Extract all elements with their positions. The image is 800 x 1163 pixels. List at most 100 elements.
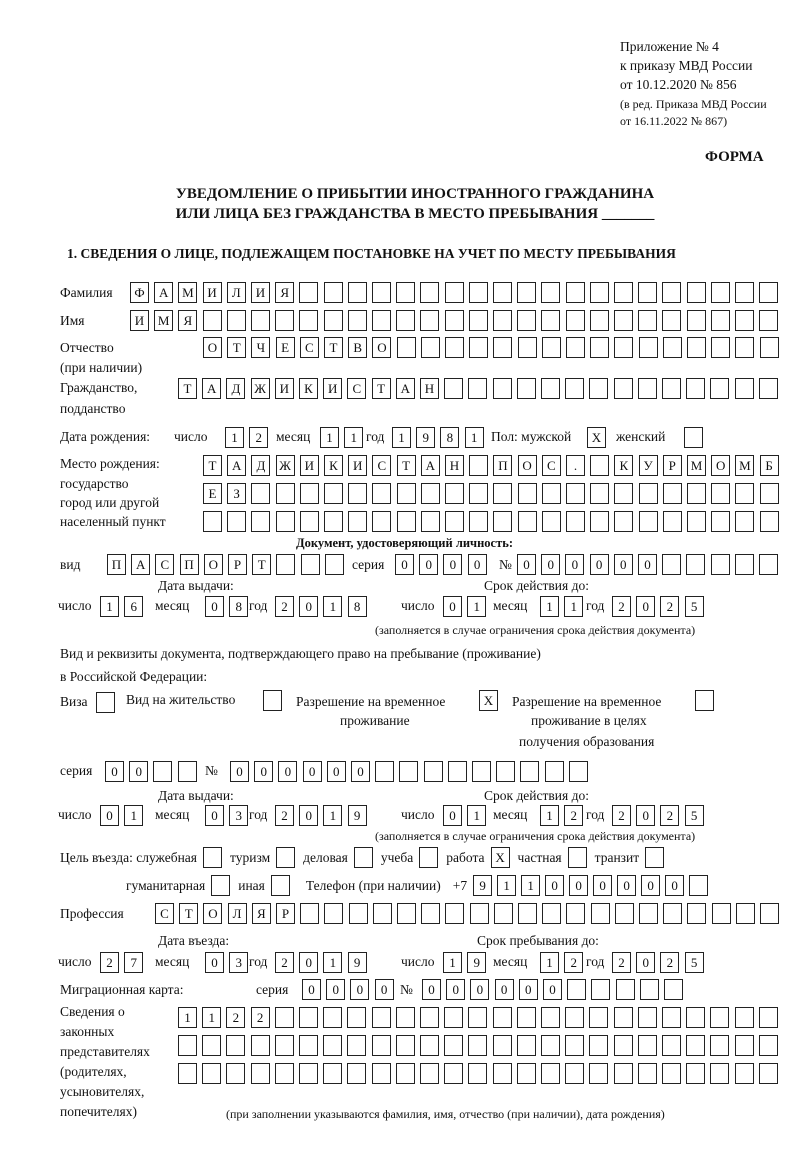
- birth-place-3-cell[interactable]: [396, 511, 416, 532]
- birth-place-1-cell[interactable]: Ж: [275, 455, 295, 476]
- right-issue-month-cell[interactable]: 3: [229, 805, 249, 826]
- name-cell[interactable]: [251, 310, 270, 331]
- name-cell[interactable]: [541, 310, 561, 331]
- profession-cell[interactable]: [445, 903, 465, 924]
- right-number-cell[interactable]: [520, 761, 540, 782]
- citizenship-cell[interactable]: К: [299, 378, 318, 399]
- doc-number-cell[interactable]: [734, 554, 754, 575]
- birth-place-3-cell[interactable]: [662, 511, 682, 532]
- birth-place-2-cell[interactable]: [759, 483, 779, 504]
- reps-2-cell[interactable]: [662, 1035, 681, 1056]
- birth-place-1-cell[interactable]: И: [299, 455, 319, 476]
- reps-2-cell[interactable]: [299, 1035, 318, 1056]
- phone-cell[interactable]: 0: [641, 875, 661, 896]
- reps-3-cell[interactable]: [299, 1063, 318, 1084]
- citizenship-cell[interactable]: Ж: [250, 378, 270, 399]
- birth-place-3-cell[interactable]: [469, 511, 489, 532]
- surname-cell[interactable]: [323, 282, 343, 303]
- surname-cell[interactable]: [735, 282, 754, 303]
- reps-2-cell[interactable]: [323, 1035, 343, 1056]
- checkbox-temp-res[interactable]: X: [479, 690, 498, 711]
- name-cell[interactable]: [468, 310, 488, 331]
- birth-place-2-cell[interactable]: Е: [203, 483, 222, 504]
- phone-cell[interactable]: 0: [665, 875, 685, 896]
- reps-3-cell[interactable]: [420, 1063, 439, 1084]
- right-number-cell[interactable]: 0: [230, 761, 249, 782]
- profession-cell[interactable]: [590, 903, 610, 924]
- reps-2-cell[interactable]: [226, 1035, 246, 1056]
- name-cell[interactable]: [686, 310, 706, 331]
- right-valid-day-cell[interactable]: 0: [443, 805, 462, 826]
- doc-issue-month-cell[interactable]: 0: [205, 596, 224, 617]
- birth-place-1-cell[interactable]: Н: [445, 455, 464, 476]
- phone-cell[interactable]: 1: [497, 875, 517, 896]
- reps-2-cell[interactable]: [710, 1035, 730, 1056]
- right-number-cell[interactable]: 0: [326, 761, 346, 782]
- birth-place-1-cell[interactable]: А: [420, 455, 440, 476]
- birth-place-2-cell[interactable]: [517, 483, 537, 504]
- doc-number-cell[interactable]: 0: [638, 554, 657, 575]
- name-cell[interactable]: [347, 310, 367, 331]
- patronymic-cell[interactable]: Т: [324, 337, 343, 358]
- birth-place-2-cell[interactable]: [614, 483, 634, 504]
- citizenship-cell[interactable]: [734, 378, 754, 399]
- citizenship-cell[interactable]: А: [395, 378, 415, 399]
- name-cell[interactable]: [710, 310, 730, 331]
- surname-cell[interactable]: [347, 282, 367, 303]
- birth-place-1-cell[interactable]: О: [517, 455, 537, 476]
- birth-place-2-cell[interactable]: З: [227, 483, 247, 504]
- checkbox-purpose-humanitarian[interactable]: [211, 875, 231, 896]
- right-valid-month-cell[interactable]: 2: [564, 805, 584, 826]
- reps-1-cell[interactable]: 1: [178, 1007, 197, 1028]
- checkbox-temp-edu[interactable]: [695, 690, 714, 711]
- right-number-cell[interactable]: 0: [278, 761, 298, 782]
- stay-day-cell[interactable]: 1: [443, 952, 462, 973]
- stay-year-cell[interactable]: 0: [636, 952, 656, 973]
- mig-number-cell[interactable]: 0: [518, 979, 538, 1000]
- checkbox-purpose-business[interactable]: [353, 847, 373, 868]
- birth-place-2-cell[interactable]: [396, 483, 416, 504]
- doc-series-cell[interactable]: 0: [467, 554, 487, 575]
- birth-place-3-cell[interactable]: [711, 511, 731, 532]
- birth-place-1-cell[interactable]: Т: [203, 455, 222, 476]
- phone-cell[interactable]: 0: [617, 875, 637, 896]
- birth-place-3-cell[interactable]: [759, 511, 779, 532]
- reps-1-cell[interactable]: [299, 1007, 318, 1028]
- reps-3-cell[interactable]: [516, 1063, 536, 1084]
- patronymic-cell[interactable]: [420, 337, 440, 358]
- mig-number-cell[interactable]: 0: [470, 979, 490, 1000]
- doc-number-cell[interactable]: [759, 554, 778, 575]
- surname-cell[interactable]: Я: [275, 282, 295, 303]
- phone-cell[interactable]: 0: [545, 875, 565, 896]
- profession-cell[interactable]: [760, 903, 779, 924]
- patronymic-cell[interactable]: [517, 337, 537, 358]
- birth-place-1-cell[interactable]: М: [735, 455, 755, 476]
- birth-place-3-cell[interactable]: [275, 511, 295, 532]
- birth-place-1-cell[interactable]: .: [566, 455, 585, 476]
- birth-day-cell[interactable]: 2: [249, 427, 269, 448]
- reps-2-cell[interactable]: [541, 1035, 560, 1056]
- reps-2-cell[interactable]: [734, 1035, 754, 1056]
- citizenship-cell[interactable]: [686, 378, 706, 399]
- doc-kind-cell[interactable]: А: [131, 554, 151, 575]
- birth-place-3-cell[interactable]: [324, 511, 343, 532]
- name-cell[interactable]: [372, 310, 391, 331]
- profession-cell[interactable]: [493, 903, 513, 924]
- reps-3-cell[interactable]: [734, 1063, 754, 1084]
- birth-place-1-cell[interactable]: [469, 455, 489, 476]
- birth-place-3-cell[interactable]: [348, 511, 368, 532]
- name-cell[interactable]: [735, 310, 754, 331]
- patronymic-cell[interactable]: [687, 337, 706, 358]
- patronymic-cell[interactable]: Ч: [251, 337, 271, 358]
- mig-number-cell[interactable]: [639, 979, 659, 1000]
- reps-3-cell[interactable]: [589, 1063, 609, 1084]
- profession-cell[interactable]: Т: [179, 903, 199, 924]
- reps-1-cell[interactable]: [589, 1007, 609, 1028]
- birth-year-cell[interactable]: 1: [392, 427, 411, 448]
- right-issue-year-cell[interactable]: 1: [323, 805, 343, 826]
- birth-place-1-cell[interactable]: М: [687, 455, 706, 476]
- doc-series-cell[interactable]: 0: [419, 554, 439, 575]
- birth-year-cell[interactable]: 1: [464, 427, 484, 448]
- phone-cell[interactable]: 1: [521, 875, 541, 896]
- entry-year-cell[interactable]: 0: [299, 952, 319, 973]
